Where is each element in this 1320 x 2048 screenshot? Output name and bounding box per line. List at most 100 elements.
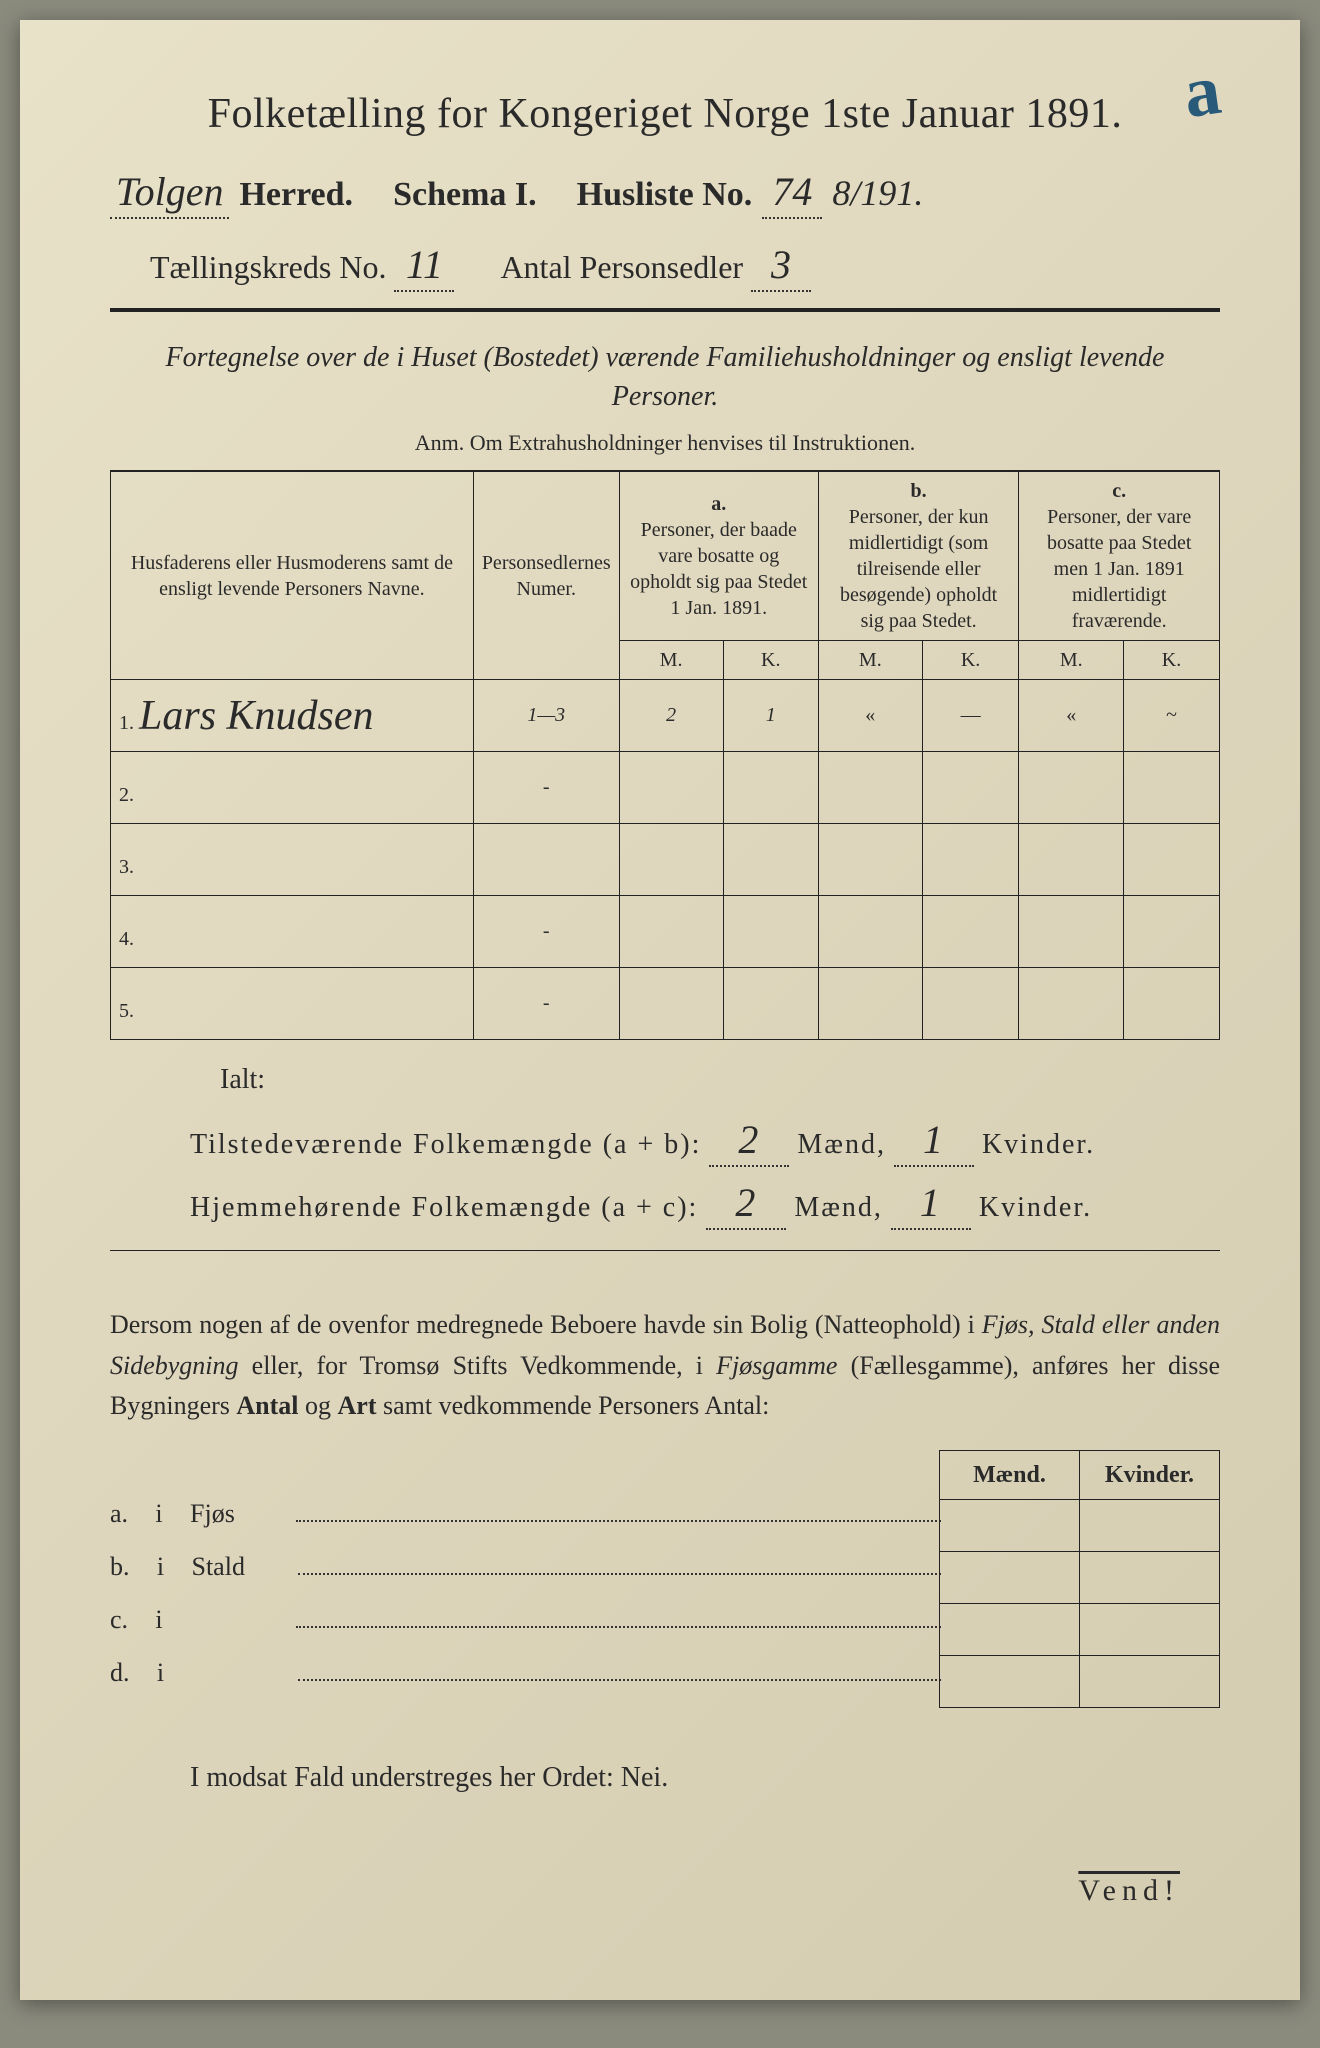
mk-cell — [940, 1500, 1080, 1552]
mk-cell — [1080, 1500, 1220, 1552]
dotted-line — [298, 1655, 942, 1681]
cell-b-m — [818, 824, 922, 896]
total-resident: Hjemmehørende Folkemængde (a + c): 2 Mæn… — [110, 1179, 1220, 1230]
total-resident-m: 2 — [706, 1179, 786, 1230]
dersom-e2: Fjøsgamme — [716, 1351, 837, 1380]
row-number: 4. — [111, 896, 474, 968]
col-head-c: c. Personer, der vare bosatte paa Stedet… — [1019, 472, 1220, 641]
maend-label-2: Mænd, — [794, 1192, 883, 1224]
cell-b-k — [922, 752, 1019, 824]
building-label: Stald — [192, 1552, 282, 1582]
building-block: a.iFjøsb.iStaldc.id.i Mænd. Kvinder. — [110, 1450, 1220, 1708]
building-row: c.i — [110, 1602, 941, 1635]
col-head-a: a. Personer, der baade vare bosatte og o… — [619, 472, 818, 641]
cell-a-m: 2 — [619, 680, 723, 752]
cell-c-m — [1019, 968, 1124, 1040]
mk-cell — [940, 1656, 1080, 1708]
col-a-letter: a. — [628, 491, 810, 517]
mk-cell — [1080, 1552, 1220, 1604]
col-b-letter: b. — [827, 478, 1011, 504]
table-row: 1. Lars Knudsen1—321«—«~ — [111, 680, 1220, 752]
table-row: 2. - — [111, 752, 1220, 824]
total-resident-k: 1 — [891, 1179, 971, 1230]
schema-label: Schema I. — [393, 176, 537, 214]
personsedler-num: - — [473, 896, 619, 968]
cell-b-m: « — [818, 680, 922, 752]
herred-label: Herred. — [239, 176, 353, 214]
row-number: 3. — [111, 824, 474, 896]
husliste-label: Husliste No. — [577, 176, 753, 214]
personsedler-num — [473, 824, 619, 896]
building-label: Fjøs — [190, 1499, 280, 1529]
building-i: i — [144, 1605, 174, 1635]
col-head-names: Husfaderens eller Husmoderens samt de en… — [111, 472, 474, 680]
cell-b-k — [922, 968, 1019, 1040]
cell-a-k — [723, 752, 818, 824]
subtitle: Fortegnelse over de i Huset (Bostedet) v… — [110, 338, 1220, 416]
rule-1 — [110, 308, 1220, 312]
row-number: 2. — [111, 752, 474, 824]
cell-c-k: ~ — [1124, 680, 1220, 752]
cell-b-m — [818, 896, 922, 968]
total-present-m: 2 — [709, 1116, 789, 1167]
dersom-b2: Art — [338, 1391, 377, 1420]
col-c-m: M. — [1019, 641, 1124, 680]
table-row: 4. - — [111, 896, 1220, 968]
cell-c-k — [1124, 896, 1220, 968]
row-number: 5. — [111, 968, 474, 1040]
dotted-line — [298, 1549, 942, 1575]
vend-text: Vend! — [1078, 1874, 1180, 1907]
cell-c-k — [1124, 968, 1220, 1040]
total-resident-label: Hjemmehørende Folkemængde (a + c): — [190, 1192, 698, 1224]
dersom-t1: Dersom nogen af de ovenfor medregnede Be… — [110, 1310, 982, 1339]
cell-a-k — [723, 824, 818, 896]
personsedler-num: - — [473, 752, 619, 824]
anm-note: Anm. Om Extrahusholdninger henvises til … — [110, 430, 1220, 456]
cell-c-m — [1019, 824, 1124, 896]
kreds-no: 11 — [394, 241, 454, 292]
kvinder-label-2: Kvinder. — [979, 1192, 1092, 1224]
dersom-t5: samt vedkommende Personers Antal: — [377, 1391, 770, 1420]
form-title: Folketælling for Kongeriget Norge 1ste J… — [110, 90, 1220, 138]
antal-label: Antal Personsedler — [500, 249, 743, 286]
building-letter: d. — [110, 1658, 130, 1688]
cell-c-m — [1019, 752, 1124, 824]
col-b-text: Personer, der kun midlertidigt (som tilr… — [827, 504, 1011, 634]
household-table: Husfaderens eller Husmoderens samt de en… — [110, 471, 1220, 1040]
nei-line: I modsat Fald understreges her Ordet: Ne… — [110, 1762, 1220, 1794]
col-head-b: b. Personer, der kun midlertidigt (som t… — [818, 472, 1019, 641]
total-present-k: 1 — [894, 1116, 974, 1167]
cell-b-k — [922, 896, 1019, 968]
cell-a-m — [619, 752, 723, 824]
personsedler-num: - — [473, 968, 619, 1040]
building-row: d.i — [110, 1655, 941, 1688]
cell-b-m — [818, 968, 922, 1040]
vend-label: Vend! — [110, 1874, 1220, 1908]
building-row: a.iFjøs — [110, 1496, 941, 1529]
side-fraction: 8/191. — [832, 172, 923, 214]
kreds-label: Tællingskreds No. — [150, 249, 386, 286]
building-rows: a.iFjøsb.iStaldc.id.i — [110, 1450, 941, 1708]
census-form-page: a Folketælling for Kongeriget Norge 1ste… — [20, 20, 1300, 2000]
cell-a-m — [619, 896, 723, 968]
dersom-b1: Antal — [236, 1391, 298, 1420]
total-present: Tilstedeværende Folkemængde (a + b): 2 M… — [110, 1116, 1220, 1167]
rule-3 — [110, 1250, 1220, 1251]
col-b-k: K. — [922, 641, 1019, 680]
col-c-k: K. — [1124, 641, 1220, 680]
mk-cell — [940, 1604, 1080, 1656]
dersom-paragraph: Dersom nogen af de ovenfor medregnede Be… — [110, 1305, 1220, 1426]
building-letter: b. — [110, 1552, 130, 1582]
cell-c-m — [1019, 896, 1124, 968]
cell-c-k — [1124, 752, 1220, 824]
cell-a-m — [619, 824, 723, 896]
cell-b-m — [818, 752, 922, 824]
building-i: i — [146, 1552, 176, 1582]
dotted-line — [296, 1602, 941, 1628]
col-head-num: Personsedlernes Numer. — [473, 472, 619, 680]
building-row: b. i Stald — [110, 1549, 941, 1582]
mk-maend-head: Mænd. — [940, 1451, 1080, 1500]
mk-cell — [1080, 1604, 1220, 1656]
dersom-t2: eller, for Tromsø Stifts Vedkommende, i — [239, 1351, 717, 1380]
antal-value: 3 — [751, 241, 811, 292]
